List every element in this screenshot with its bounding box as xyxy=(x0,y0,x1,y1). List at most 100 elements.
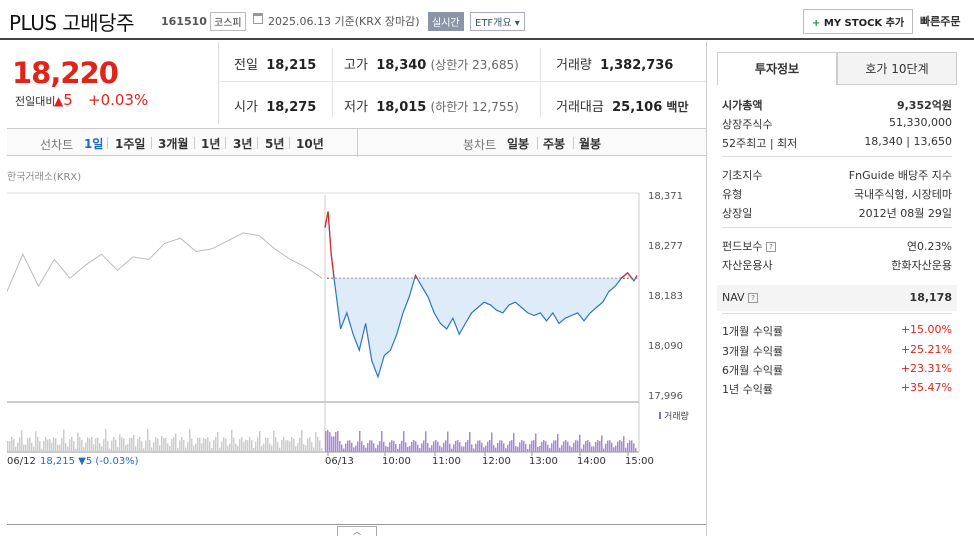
y-tick-label: 18,371 xyxy=(648,191,683,202)
prev-volume-bar xyxy=(79,437,81,452)
prev-volume-bar xyxy=(169,446,171,452)
volume-bar xyxy=(359,431,361,452)
prev-volume-bar xyxy=(241,437,243,452)
my-stock-label: MY STOCK 추가 xyxy=(823,18,905,29)
volume-bar xyxy=(509,441,511,452)
volume-bar xyxy=(577,440,579,452)
plus-icon: + xyxy=(812,18,821,29)
divider xyxy=(194,137,195,149)
my-stock-add-button[interactable]: + MY STOCK 추가 xyxy=(803,9,914,34)
prev-volume-bar xyxy=(217,432,219,452)
prev-volume-bar xyxy=(293,438,295,452)
volume-bar xyxy=(627,443,629,452)
tab-invest-info[interactable]: 투자정보 xyxy=(717,52,837,85)
period-1d[interactable]: 1일 xyxy=(84,137,104,151)
price-chart[interactable]: 18,371 18,277 18,183 18,090 17,996 거래량 06/13 10… xyxy=(7,180,706,470)
volume-bar xyxy=(347,440,349,452)
period-3y[interactable]: 3년 xyxy=(233,137,253,151)
prev-volume-bar xyxy=(215,437,217,452)
high-price: 고가 18,340 (상한가 23,685) xyxy=(344,54,519,73)
shares-value: 51,330,000 xyxy=(889,116,952,129)
volume-bar xyxy=(633,443,635,452)
volume-bar xyxy=(617,441,619,452)
period-10y[interactable]: 10년 xyxy=(296,137,324,151)
volume-bar xyxy=(393,440,395,452)
period-3m[interactable]: 3개월 xyxy=(158,137,189,151)
volume-bar xyxy=(607,440,609,452)
collapse-toggle[interactable]: ︿ xyxy=(337,526,377,536)
divider xyxy=(357,129,358,157)
volume-bar xyxy=(579,434,581,452)
prev-volume-bar xyxy=(119,434,121,452)
volume-bar xyxy=(383,441,385,452)
realtime-button[interactable]: 실시간 xyxy=(428,12,464,31)
prev-volume-bar xyxy=(317,437,319,452)
fee-label-wrap: 펀드보수 ? xyxy=(722,238,776,254)
volume-bar xyxy=(459,442,461,452)
prev-volume-bar xyxy=(171,438,173,452)
base-date: 2025.06.13 기준(KRX 장마감) xyxy=(268,15,420,28)
info-panel xyxy=(706,42,974,536)
volume-bar xyxy=(481,442,483,452)
volume-bar xyxy=(385,446,387,452)
return-3m-value: +25.21% xyxy=(900,343,952,356)
volume-bar xyxy=(467,440,469,452)
volume-bar xyxy=(557,434,559,452)
volume-legend-label: 거래량 xyxy=(664,410,689,422)
volume-bar xyxy=(375,448,377,452)
volume-bar xyxy=(497,443,499,452)
prev-volume-bar xyxy=(87,437,89,452)
manager-value: 한화자산운용 xyxy=(891,259,952,272)
help-icon[interactable]: ? xyxy=(765,242,776,252)
prev-volume-bar xyxy=(321,448,323,452)
prev-volume-bar xyxy=(189,429,191,452)
chart-bottom-border xyxy=(7,524,706,525)
etf-overview-dropdown[interactable]: ETF개요 ▾ xyxy=(470,12,525,31)
period-1w[interactable]: 1주일 xyxy=(115,137,146,151)
prev-volume-bar xyxy=(207,437,209,452)
volume-bar xyxy=(473,448,475,452)
prev-volume-bar xyxy=(133,435,135,452)
divider xyxy=(722,156,952,157)
manager-label: 자산운용사 xyxy=(722,259,773,272)
prev-volume-bar xyxy=(43,440,45,452)
volume-bar xyxy=(327,430,329,452)
prev-volume-bar xyxy=(305,445,307,452)
candle-chart-label: 봉차트 xyxy=(463,138,497,152)
volume-bar xyxy=(487,441,489,452)
period-1y[interactable]: 1년 xyxy=(201,137,221,151)
help-icon[interactable]: ? xyxy=(748,293,759,303)
prev-volume-bar xyxy=(85,442,87,452)
volume-bar xyxy=(413,440,415,452)
tab-hoga-10[interactable]: 호가 10단계 xyxy=(837,52,957,85)
prev-volume-bar xyxy=(57,444,59,452)
prev-volume-bar xyxy=(155,437,157,452)
prev-volume-bar xyxy=(269,443,271,452)
volume-bar xyxy=(493,445,495,452)
prev-volume-bar xyxy=(115,439,117,452)
prev-volume-bar xyxy=(311,442,313,452)
prev-volume-bar xyxy=(289,441,291,452)
prev-volume-bar xyxy=(287,440,289,452)
period-5y[interactable]: 5년 xyxy=(265,137,285,151)
quick-order-link[interactable]: 빠른주문 xyxy=(920,15,961,28)
volume-bar xyxy=(403,431,405,452)
shares-label: 상장주식수 xyxy=(722,118,773,131)
open-price: 시가 18,275 xyxy=(234,96,316,115)
prev-volume-bar xyxy=(75,448,77,452)
candle-weekly[interactable]: 주봉 xyxy=(543,137,566,151)
upper-limit: (상한가 23,685) xyxy=(430,58,519,72)
candle-monthly[interactable]: 월봉 xyxy=(579,137,602,151)
volume-bar xyxy=(349,440,351,452)
y-tick-label: 18,090 xyxy=(648,341,683,352)
prev-volume-bar xyxy=(309,437,311,452)
candle-daily[interactable]: 일봉 xyxy=(507,137,530,151)
volume-bar xyxy=(501,440,503,452)
amount-value: 25,106 xyxy=(612,100,663,115)
volume-bar xyxy=(461,446,463,452)
volume-bar xyxy=(409,445,411,452)
low-value: 18,015 xyxy=(376,100,427,115)
volume-bar xyxy=(521,440,523,452)
volume-bar xyxy=(615,445,617,452)
listing-value: 2012년 08월 29일 xyxy=(858,207,952,220)
